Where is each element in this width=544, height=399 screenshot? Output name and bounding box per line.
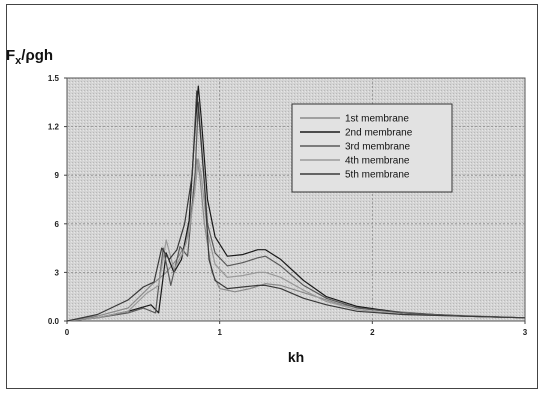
series-lines bbox=[66, 85, 526, 322]
legend-label: 1st membrane bbox=[345, 114, 409, 125]
x-axis-title: kh bbox=[288, 349, 304, 365]
legend-label: 5th membrane bbox=[345, 170, 410, 181]
x-tick-label: 2 bbox=[370, 328, 375, 337]
legend: 1st membrane 2nd membrane 3rd membrane 4th … bbox=[291, 103, 453, 193]
y-tick-label: 6 bbox=[55, 220, 60, 229]
y-axis-title: Fx/ρgh bbox=[6, 47, 53, 67]
legend-label: 3rd membrane bbox=[345, 142, 410, 153]
series-line-5 bbox=[66, 90, 526, 322]
series-line-3 bbox=[66, 101, 526, 322]
y-tick-label: 0.0 bbox=[48, 317, 60, 326]
x-tick-label: 0 bbox=[65, 328, 70, 337]
y-tick-label: 1.2 bbox=[48, 123, 60, 132]
x-tick-label: 3 bbox=[523, 328, 528, 337]
series-line-2 bbox=[66, 85, 526, 322]
tick-labels: 0.0 3 6 9 1.2 1.5 0 1 2 3 bbox=[48, 74, 528, 337]
legend-label: 2nd membrane bbox=[345, 128, 413, 139]
x-tick-label: 1 bbox=[217, 328, 222, 337]
legend-label: 4th membrane bbox=[345, 156, 410, 167]
y-tick-label: 3 bbox=[55, 268, 60, 277]
y-tick-label: 9 bbox=[55, 171, 60, 180]
y-tick-label: 1.5 bbox=[48, 74, 60, 83]
